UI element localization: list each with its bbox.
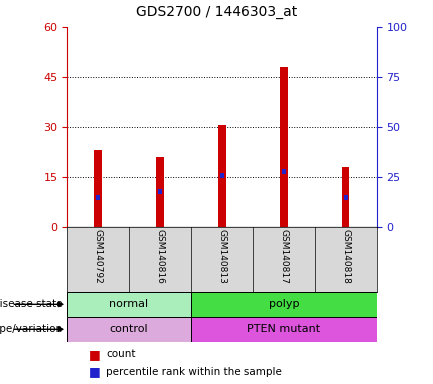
Text: normal: normal bbox=[110, 299, 149, 310]
Text: control: control bbox=[110, 324, 149, 334]
Bar bbox=[156, 157, 164, 227]
Text: GSM140813: GSM140813 bbox=[217, 228, 226, 283]
Text: GSM140816: GSM140816 bbox=[155, 228, 165, 283]
Bar bbox=[342, 167, 349, 227]
Text: GSM140792: GSM140792 bbox=[94, 228, 103, 283]
Bar bbox=[191, 317, 377, 342]
Bar bbox=[191, 292, 377, 317]
Bar bbox=[158, 189, 162, 194]
Text: ■: ■ bbox=[89, 348, 100, 361]
Text: GDS2700 / 1446303_at: GDS2700 / 1446303_at bbox=[136, 5, 297, 19]
Text: PTEN mutant: PTEN mutant bbox=[247, 324, 320, 334]
Bar bbox=[67, 317, 191, 342]
Bar bbox=[96, 195, 100, 200]
Text: genotype/variation: genotype/variation bbox=[0, 324, 63, 334]
Bar bbox=[218, 125, 226, 227]
Bar bbox=[280, 67, 288, 227]
Text: polyp: polyp bbox=[268, 299, 299, 310]
Bar bbox=[282, 169, 286, 174]
Bar bbox=[67, 292, 191, 317]
Bar bbox=[220, 173, 224, 178]
Text: disease state: disease state bbox=[0, 299, 63, 310]
Text: count: count bbox=[106, 349, 136, 359]
Bar bbox=[344, 195, 348, 200]
Text: GSM140818: GSM140818 bbox=[341, 228, 350, 283]
Text: percentile rank within the sample: percentile rank within the sample bbox=[106, 366, 282, 377]
Text: ■: ■ bbox=[89, 365, 100, 378]
Bar bbox=[94, 150, 102, 227]
Text: GSM140817: GSM140817 bbox=[279, 228, 288, 283]
